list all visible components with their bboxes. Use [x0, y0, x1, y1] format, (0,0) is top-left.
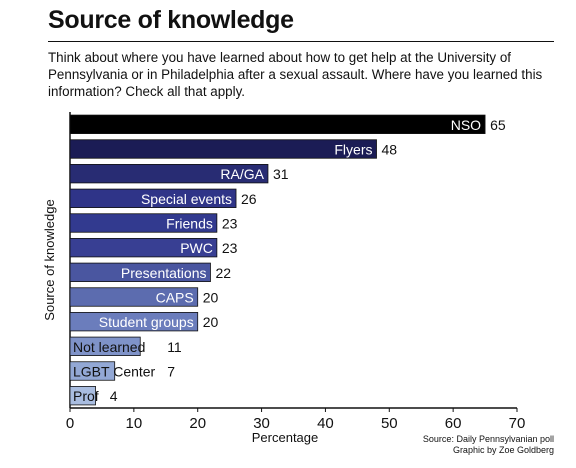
bar-6 — [69, 262, 211, 282]
data-label: 4 — [110, 388, 118, 404]
bar-5 — [69, 238, 218, 258]
x-tick-label: 70 — [509, 415, 526, 432]
category-label: Prof — [73, 388, 99, 404]
data-label: 7 — [167, 364, 175, 380]
bar-11 — [69, 386, 96, 406]
category-label: Not learned — [73, 339, 145, 355]
x-tick-label: 50 — [381, 415, 398, 432]
chart-title: Source of knowledge — [48, 6, 294, 34]
x-tick-label: 10 — [126, 415, 143, 432]
data-label: 20 — [203, 290, 219, 306]
data-label: 48 — [382, 142, 398, 158]
data-label: 31 — [273, 166, 289, 182]
category-label: CAPS — [156, 290, 194, 306]
x-tick-label: 60 — [445, 415, 462, 432]
bar-0 — [69, 114, 486, 134]
x-tick-label: 40 — [317, 415, 334, 432]
category-label: LGBT Center — [73, 364, 156, 380]
x-tick-label: 30 — [253, 415, 270, 432]
bar-2 — [69, 164, 269, 184]
source-text: Source: Daily Pennsylvanian poll — [422, 434, 554, 444]
category-label: NSO — [451, 117, 481, 133]
data-label: 23 — [222, 216, 238, 232]
bar-9 — [69, 336, 141, 356]
category-label: Special events — [141, 191, 232, 207]
y-axis-label: Source of knowledge — [42, 199, 57, 320]
category-label: RA/GA — [220, 166, 264, 182]
chart-subtitle: Think about where you have learned about… — [48, 50, 543, 99]
bar-4 — [69, 213, 218, 233]
chart-source: Source: Daily Pennsylvanian poll Graphic… — [423, 434, 554, 456]
category-label: Friends — [166, 216, 213, 232]
data-label: 23 — [222, 240, 238, 256]
data-label: 20 — [203, 314, 219, 330]
bar-1 — [69, 139, 377, 159]
data-label: 26 — [241, 191, 257, 207]
data-label: 65 — [490, 117, 506, 133]
bar-3 — [69, 188, 237, 208]
category-label: Presentations — [121, 265, 207, 281]
x-tick-label: 20 — [189, 415, 206, 432]
data-label: 11 — [167, 339, 182, 355]
bar-7 — [69, 287, 199, 307]
category-label: PWC — [180, 240, 213, 256]
x-axis-label: Percentage — [252, 430, 319, 445]
category-label: Student groups — [99, 314, 194, 330]
title-rule — [48, 41, 554, 42]
data-label: 22 — [215, 265, 231, 281]
credit-text: Graphic by Zoe Goldberg — [452, 445, 554, 455]
bar-10 — [69, 361, 116, 381]
bar-8 — [69, 312, 199, 332]
x-tick-label: 0 — [66, 415, 74, 432]
category-label: Flyers — [334, 142, 372, 158]
